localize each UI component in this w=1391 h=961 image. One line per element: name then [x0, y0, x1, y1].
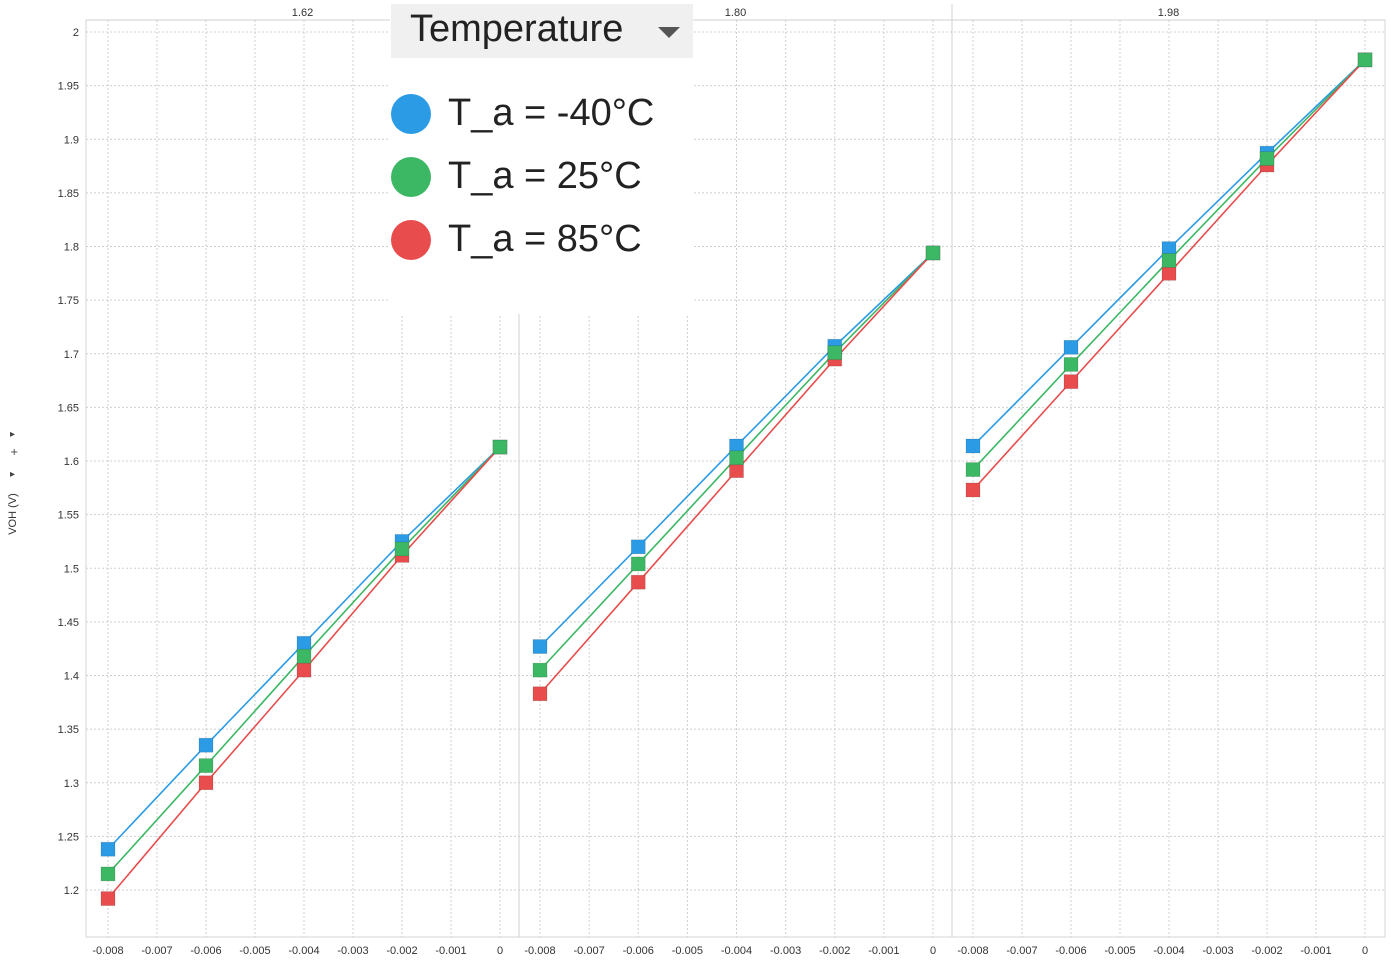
- data-point-marker[interactable]: [100, 891, 116, 906]
- y-tick-label: 1.2: [64, 885, 79, 897]
- x-tick-label: -0.006: [623, 945, 654, 957]
- y-tick-label: 1.8: [64, 242, 79, 254]
- data-point-marker[interactable]: [296, 635, 312, 651]
- x-tick-label: -0.004: [721, 945, 752, 957]
- data-point-marker[interactable]: [1161, 253, 1177, 268]
- data-point-marker[interactable]: [100, 841, 116, 857]
- axis-side-controls: ▸ + ▸: [4, 425, 22, 545]
- y-tick-label: 1.3: [64, 778, 79, 790]
- x-tick-label: -0.006: [190, 945, 221, 957]
- data-point-marker[interactable]: [1161, 265, 1177, 281]
- data-point-marker[interactable]: [1063, 374, 1079, 390]
- data-point-marker[interactable]: [1063, 339, 1079, 355]
- data-point-marker[interactable]: [1259, 151, 1275, 166]
- y-tick-label: 1.35: [58, 724, 79, 736]
- x-axis-ticks: -0.008 -0.007 -0.006 -0.005 -0.004 -0.003 -0.0…: [92, 945, 1368, 957]
- plot-frame: [85, 19, 1386, 938]
- x-tick-label: -0.003: [1202, 945, 1233, 957]
- x-tick-label: -0.001: [868, 945, 899, 957]
- data-point-marker[interactable]: [198, 737, 214, 753]
- panel-header-label: 1.98: [1158, 7, 1179, 19]
- data-point-marker[interactable]: [630, 574, 646, 590]
- y-tick-label: 1.5: [64, 563, 79, 575]
- x-tick-label: -0.006: [1055, 945, 1086, 957]
- x-tick-label: -0.007: [141, 945, 172, 957]
- data-point-marker[interactable]: [394, 541, 410, 557]
- legend-swatch-icon: [391, 94, 431, 134]
- x-tick-label: -0.003: [337, 945, 368, 957]
- y-tick-label: 1.25: [58, 831, 79, 843]
- x-tick-label: -0.007: [574, 945, 605, 957]
- x-tick-label: 0: [1362, 945, 1368, 957]
- x-tick-label: -0.002: [819, 945, 850, 957]
- x-tick-label: -0.005: [239, 945, 270, 957]
- x-tick-label: -0.004: [288, 945, 319, 957]
- legend-title: Temperature: [410, 8, 624, 50]
- y-tick-label: 1.9: [64, 134, 79, 146]
- x-tick-label: -0.008: [92, 945, 123, 957]
- x-tick-label: -0.002: [386, 945, 417, 957]
- data-point-marker[interactable]: [296, 648, 312, 664]
- expand-triangle-icon[interactable]: ▸: [10, 429, 16, 440]
- y-tick-label: 1.4: [64, 671, 79, 683]
- data-point-marker[interactable]: [532, 639, 548, 654]
- data-point-marker[interactable]: [729, 463, 744, 479]
- x-tick-label: -0.001: [1300, 945, 1331, 957]
- y-tick-label: 1.55: [58, 510, 79, 522]
- y-axis-ticks: 1.2 1.25 1.3 1.35 1.4 1.45 1.5 1.55 1.6 1.65 1.7 1.…: [58, 27, 79, 897]
- dropdown-arrow-icon[interactable]: [658, 27, 680, 38]
- panel-header-label: 1.62: [292, 7, 313, 19]
- data-point-marker[interactable]: [198, 758, 214, 773]
- panel-header-label: 1.80: [725, 7, 746, 19]
- x-tick-label: -0.001: [435, 945, 466, 957]
- legend-label: T_a = 25°C: [448, 155, 642, 197]
- x-tick-label: -0.003: [770, 945, 801, 957]
- data-point-marker[interactable]: [965, 438, 981, 454]
- data-point-marker[interactable]: [630, 556, 646, 572]
- x-tick-label: 0: [497, 945, 503, 957]
- data-point-marker[interactable]: [492, 439, 508, 455]
- plus-icon[interactable]: +: [10, 447, 19, 458]
- y-tick-label: 1.85: [58, 188, 79, 200]
- data-point-marker[interactable]: [532, 662, 548, 678]
- data-point-marker[interactable]: [198, 775, 214, 791]
- data-point-marker[interactable]: [827, 345, 843, 361]
- x-tick-label: -0.002: [1251, 945, 1282, 957]
- x-tick-label: -0.008: [957, 945, 988, 957]
- y-axis-label: VOH (V): [7, 493, 19, 535]
- x-tick-label: -0.004: [1153, 945, 1184, 957]
- data-point-marker[interactable]: [729, 450, 744, 466]
- legend-label: T_a = -40°C: [448, 92, 655, 134]
- x-tick-label: -0.005: [672, 945, 703, 957]
- panel-headers: 1.62 1.80 1.98: [86, 7, 1385, 21]
- y-tick-label: 1.7: [64, 349, 79, 361]
- legend-label: T_a = 85°C: [448, 218, 642, 260]
- y-tick-label: 2: [73, 27, 79, 39]
- data-point-marker[interactable]: [925, 245, 941, 261]
- data-point-marker[interactable]: [965, 482, 981, 498]
- x-tick-label: 0: [930, 945, 936, 957]
- data-point-marker[interactable]: [296, 662, 312, 678]
- collapse-triangle-icon[interactable]: ▸: [10, 469, 16, 480]
- x-tick-label: -0.005: [1104, 945, 1135, 957]
- data-point-marker[interactable]: [100, 866, 116, 882]
- data-point-marker[interactable]: [1063, 357, 1079, 372]
- y-tick-label: 1.45: [58, 617, 79, 629]
- legend-swatch-icon: [391, 157, 431, 197]
- x-tick-label: -0.007: [1006, 945, 1037, 957]
- y-tick-label: 1.75: [58, 295, 79, 307]
- series-markers: [100, 52, 1373, 906]
- x-tick-label: -0.008: [524, 945, 555, 957]
- y-tick-label: 1.95: [58, 81, 79, 93]
- legend-header[interactable]: [391, 4, 693, 58]
- legend-swatch-icon: [391, 220, 431, 260]
- y-tick-label: 1.6: [64, 456, 79, 468]
- y-tick-label: 1.65: [58, 402, 79, 414]
- data-point-marker[interactable]: [630, 539, 646, 555]
- data-point-marker[interactable]: [1357, 52, 1373, 68]
- data-point-marker[interactable]: [965, 462, 981, 477]
- data-point-marker[interactable]: [532, 686, 548, 702]
